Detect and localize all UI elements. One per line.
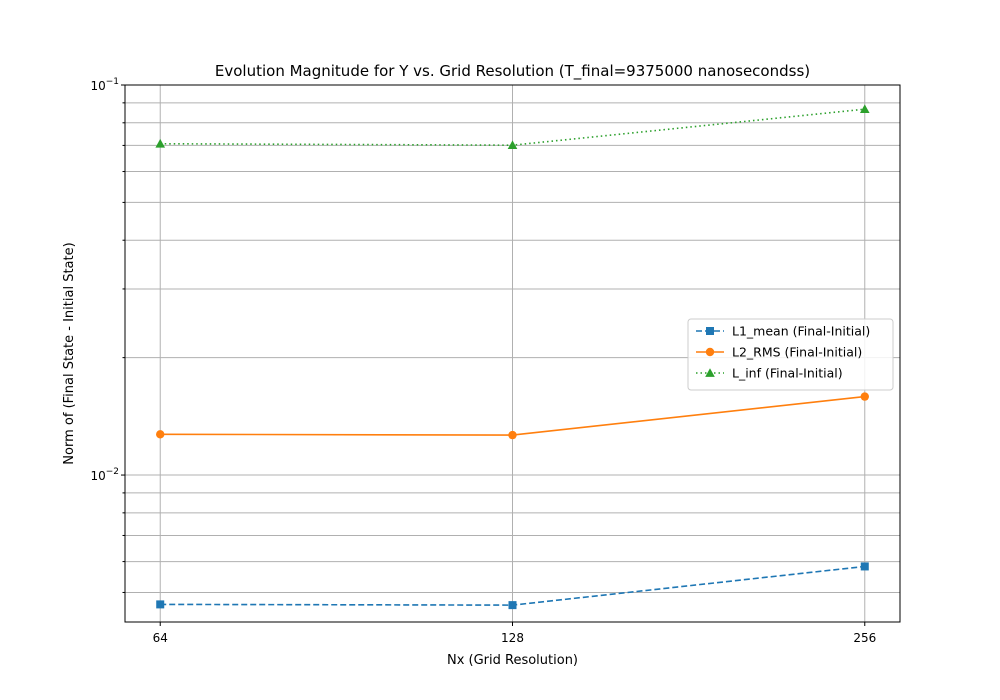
data-point (508, 601, 517, 610)
legend-label: L2_RMS (Final-Initial) (732, 345, 862, 360)
y-tick-label: 10−1 (90, 77, 119, 93)
y-tick-label: 10−2 (90, 467, 119, 483)
legend-swatch-marker (705, 368, 715, 377)
legend-entry: L_inf (Final-Initial) (696, 366, 843, 381)
legend-box (687, 318, 894, 391)
data-point (860, 562, 869, 571)
data-point (507, 140, 518, 150)
legend: L1_mean (Final-Initial) L2_RMS (Final-Ini… (687, 318, 894, 391)
series-2 (156, 392, 869, 440)
legend-entry: L1_mean (Final-Initial) (696, 324, 870, 339)
axis-ticks: 64 128 256 10−2 10−1 (90, 77, 876, 645)
legend-label: L_inf (Final-Initial) (732, 366, 843, 381)
chart-title: Evolution Magnitude for Y vs. Grid Resol… (215, 62, 810, 81)
data-point (156, 430, 165, 439)
series-3 (155, 104, 870, 150)
data-point (859, 104, 870, 114)
data-point (155, 138, 166, 148)
data-point (860, 392, 869, 401)
legend-entry: L2_RMS (Final-Initial) (696, 345, 862, 360)
x-tick-label: 64 (153, 631, 168, 645)
x-tick-label: 128 (501, 631, 524, 645)
series-1 (156, 562, 869, 610)
series-group (155, 104, 870, 610)
data-point (508, 430, 517, 440)
legend-label: L1_mean (Final-Initial) (732, 324, 870, 339)
x-axis-title: Nx (Grid Resolution) (447, 653, 578, 668)
legend-swatch-marker (705, 347, 715, 357)
x-tick-label: 256 (853, 631, 876, 645)
data-point (156, 600, 165, 609)
y-axis-title: Norm of (Final State - Initial State) (62, 242, 77, 464)
legend-swatch-marker (706, 327, 714, 335)
